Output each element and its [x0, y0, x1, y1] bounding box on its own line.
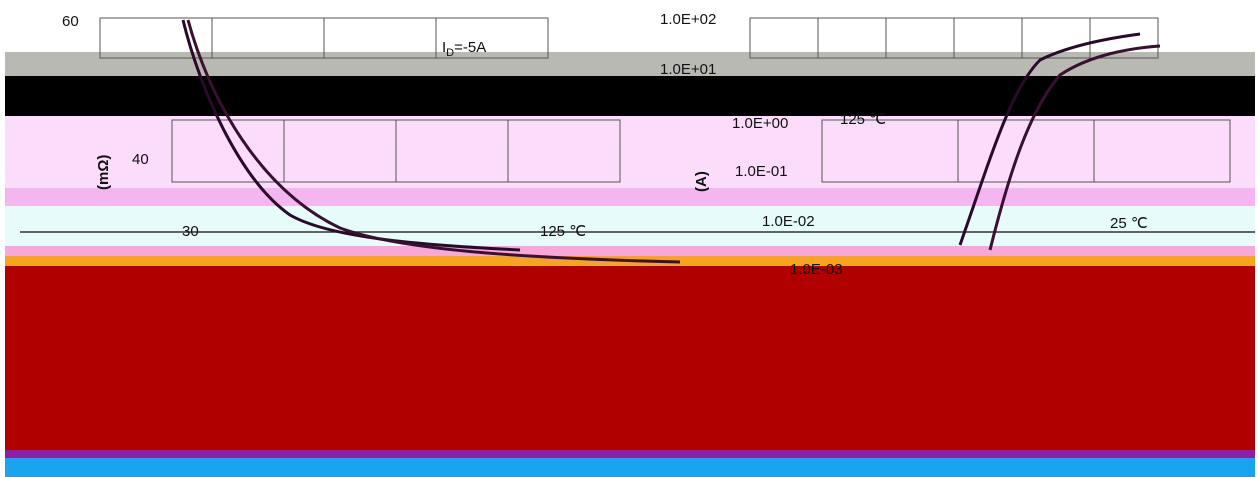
pink-band-3	[5, 246, 1255, 256]
y-label: 1.0E+02	[660, 11, 716, 28]
blue-band	[5, 458, 1255, 477]
y-label: 40	[132, 151, 149, 168]
y-label: 1.0E-02	[762, 213, 815, 230]
curve-label: 125 ℃	[540, 223, 586, 240]
right-grid	[700, 17, 1255, 233]
curve-label: 125 ℃	[840, 111, 886, 128]
y-label: 60	[62, 13, 79, 30]
pink-band-2	[5, 188, 1255, 206]
y-unit: (A)	[693, 171, 710, 192]
y-unit: (mΩ)	[95, 155, 112, 190]
cyan-band	[5, 206, 1255, 246]
black-band	[5, 76, 1255, 116]
current-label: ID=-5A	[442, 39, 486, 59]
y-label: 30	[182, 223, 199, 240]
y-label: 1.0E-01	[735, 163, 788, 180]
red-block	[5, 266, 1255, 456]
y-label: 1.0E+01	[660, 61, 716, 78]
y-label: 1.0E-03	[790, 261, 843, 278]
y-label: 1.0E+00	[732, 115, 788, 132]
curve-label: 25 ℃	[1110, 215, 1148, 232]
curves	[181, 19, 1161, 264]
left-grid	[20, 17, 700, 233]
pink-band	[5, 116, 1255, 188]
purple-band	[5, 450, 1255, 458]
